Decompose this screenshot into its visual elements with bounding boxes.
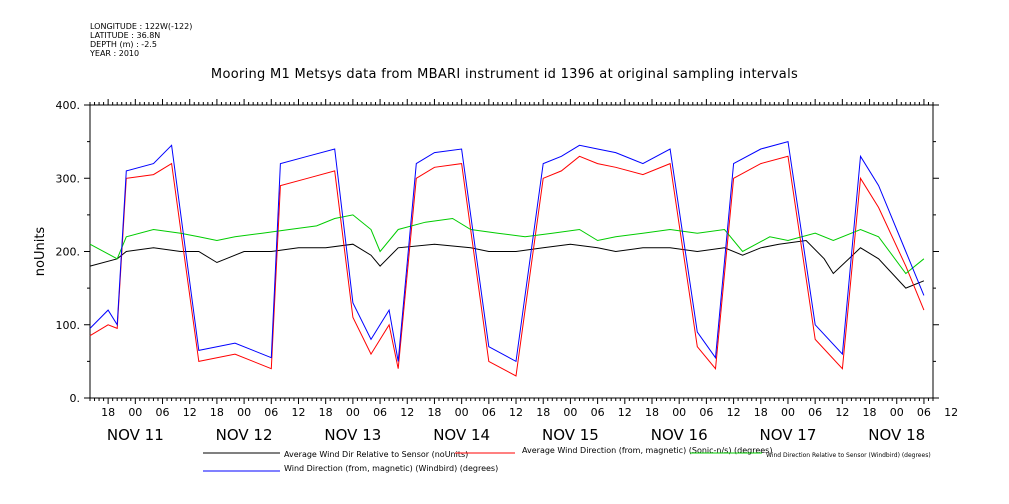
x-day-label: NOV 14 [433, 426, 490, 444]
x-hour-tick-label: 00 [237, 406, 251, 419]
x-day-label: NOV 16 [651, 426, 708, 444]
x-hour-tick-label: 18 [754, 406, 768, 419]
y-tick-label: 300. [56, 172, 81, 185]
x-hour-tick-label: 12 [835, 406, 849, 419]
series-line [89, 140, 925, 363]
x-day-label: NOV 18 [868, 426, 925, 444]
x-hour-tick-label: 06 [917, 406, 931, 419]
x-hour-tick-label: 00 [890, 406, 904, 419]
x-hour-tick-label: 12 [618, 406, 632, 419]
depth-label: DEPTH (m) : -2.5 [90, 40, 157, 49]
series-line [89, 239, 925, 289]
legend-entry: Average Wind Direction (from, magnetic) … [522, 446, 772, 455]
metadata-block: LONGITUDE : 122W(-122) LATITUDE : 36.8N … [90, 22, 192, 58]
x-hour-tick-label: 18 [101, 406, 115, 419]
x-hour-tick-label: 06 [808, 406, 822, 419]
x-hour-tick-label: 06 [264, 406, 278, 419]
x-day-label: NOV 13 [324, 426, 381, 444]
latitude-label: LATITUDE : 36.8N [90, 31, 161, 40]
x-hour-tick-label: 00 [346, 406, 360, 419]
year-label: YEAR : 2010 [90, 49, 140, 58]
axes: 18 00 06 12 18 00 06 12 18 00 06 12 18 00 06 12 18 00 06 12… [33, 99, 958, 444]
x-hour-tick-label: 18 [536, 406, 550, 419]
x-hour-tick-label: 12 [183, 406, 197, 419]
x-hour-tick-label: 06 [482, 406, 496, 419]
legend-entry: Wind Direction (from, magnetic) (Windbir… [284, 464, 498, 473]
x-hour-tick-label: 12 [944, 406, 958, 419]
y-tick-label: 200. [56, 246, 81, 259]
x-hour-tick-label: 00 [455, 406, 469, 419]
x-hour-tick-label: 12 [400, 406, 414, 419]
x-hour-tick-label: 18 [863, 406, 877, 419]
legend: Average Wind Dir Relative to Sensor (noU… [203, 446, 931, 473]
y-tick-label: 400. [56, 99, 81, 112]
x-hour-tick-label: 18 [210, 406, 224, 419]
x-day-label: NOV 17 [760, 426, 817, 444]
series-line [89, 155, 925, 377]
legend-entry: Average Wind Dir Relative to Sensor (noU… [284, 450, 468, 459]
x-day-label: NOV 12 [216, 426, 273, 444]
x-hour-tick-label: 00 [128, 406, 142, 419]
x-hour-tick-label: 12 [291, 406, 305, 419]
x-hour-tick-label: 12 [509, 406, 523, 419]
y-tick-label: 100. [56, 319, 81, 332]
series-lines [89, 140, 925, 377]
x-day-label: NOV 11 [107, 426, 164, 444]
x-day-label: NOV 15 [542, 426, 599, 444]
x-hour-tick-label: 06 [373, 406, 387, 419]
series-line [89, 214, 925, 275]
x-hour-tick-label: 00 [781, 406, 795, 419]
x-hour-tick-label: 12 [727, 406, 741, 419]
x-hour-tick-label: 06 [156, 406, 170, 419]
x-hour-tick-label: 18 [645, 406, 659, 419]
y-tick-label: 0. [70, 392, 81, 405]
x-hour-tick-label: 06 [699, 406, 713, 419]
x-hour-tick-label: 18 [319, 406, 333, 419]
x-hour-tick-label: 00 [563, 406, 577, 419]
y-axis-label: noUnits [33, 227, 48, 277]
chart-title: Mooring M1 Metsys data from MBARI instru… [210, 67, 799, 82]
legend-entry: Wind Direction Relative to Sensor (Windb… [766, 452, 931, 459]
x-hour-tick-label: 06 [591, 406, 605, 419]
x-hour-tick-label: 00 [672, 406, 686, 419]
x-hour-tick-label: 18 [427, 406, 441, 419]
longitude-label: LONGITUDE : 122W(-122) [90, 22, 193, 31]
